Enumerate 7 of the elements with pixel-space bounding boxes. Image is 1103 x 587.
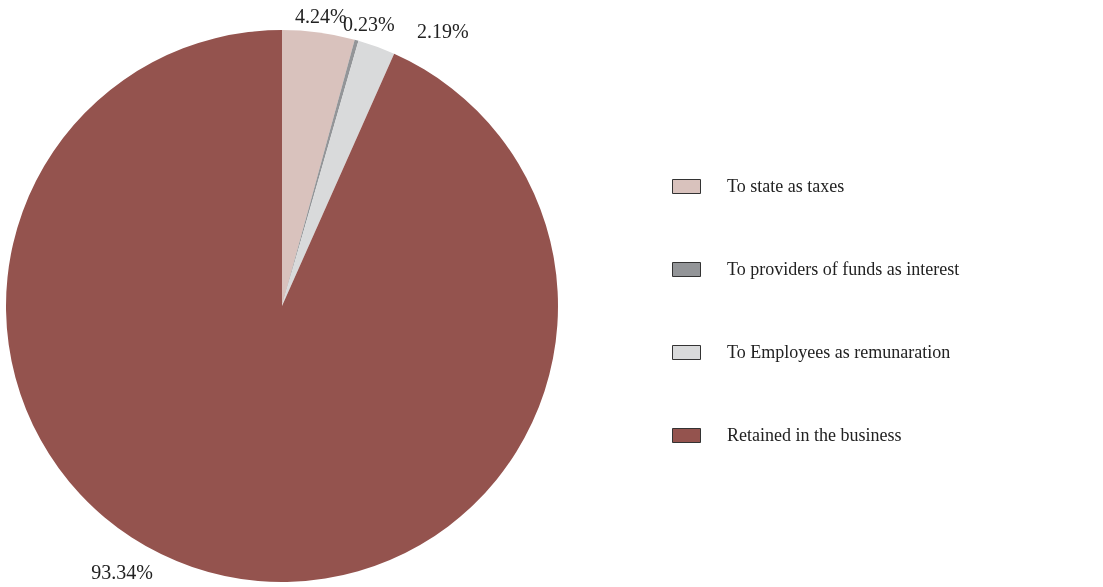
legend-label: Retained in the business: [727, 424, 902, 445]
legend-label: To Employees as remunaration: [727, 341, 951, 362]
legend-label: To providers of funds as interest: [727, 258, 960, 279]
pie-slice: [282, 40, 395, 306]
data-label: 2.19%: [416, 19, 469, 42]
data-label: 93.34%: [91, 561, 153, 583]
legend-label: To state as taxes: [727, 175, 845, 196]
